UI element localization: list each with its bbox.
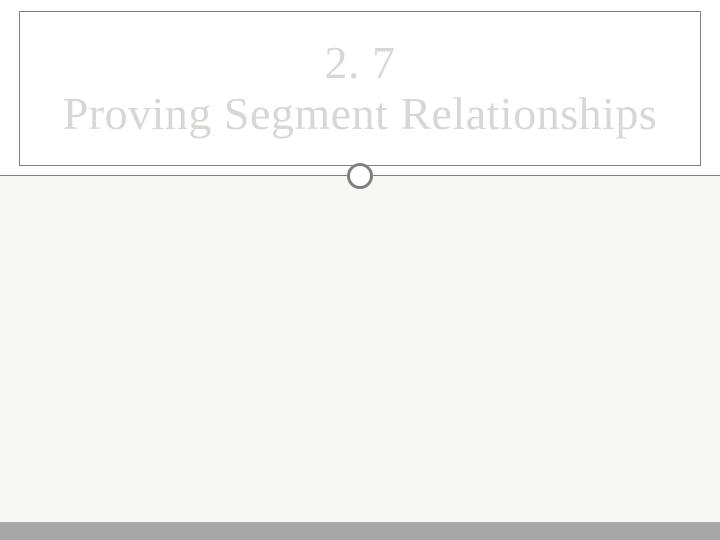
slide-title: Proving Segment Relationships [63, 89, 658, 140]
ring-ornament [347, 163, 373, 189]
section-number: 2. 7 [325, 38, 396, 89]
lower-region [0, 175, 720, 540]
bottom-bar [0, 522, 720, 540]
slide: 2. 7 Proving Segment Relationships [0, 0, 720, 540]
title-frame: 2. 7 Proving Segment Relationships [19, 11, 701, 166]
